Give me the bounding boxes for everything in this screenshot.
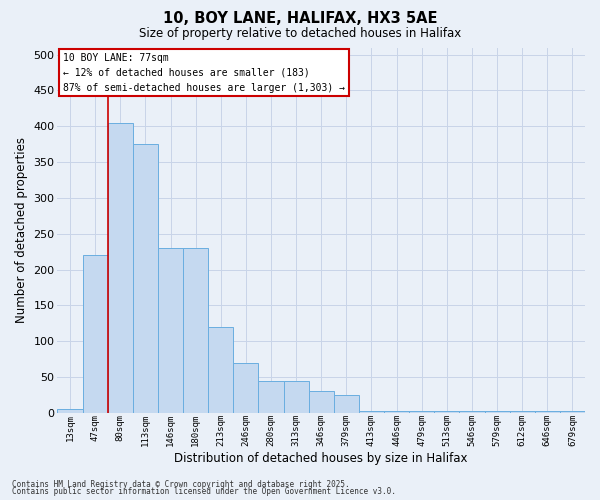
- Bar: [133, 144, 158, 413]
- Bar: [460, 410, 485, 413]
- Bar: [233, 362, 259, 413]
- Bar: [434, 410, 460, 413]
- X-axis label: Distribution of detached houses by size in Halifax: Distribution of detached houses by size …: [175, 452, 468, 465]
- Bar: [183, 248, 208, 413]
- Bar: [535, 410, 560, 413]
- Bar: [108, 122, 133, 413]
- Bar: [334, 395, 359, 413]
- Y-axis label: Number of detached properties: Number of detached properties: [15, 137, 28, 323]
- Bar: [509, 410, 535, 413]
- Bar: [560, 410, 585, 413]
- Text: 10, BOY LANE, HALIFAX, HX3 5AE: 10, BOY LANE, HALIFAX, HX3 5AE: [163, 11, 437, 26]
- Bar: [359, 410, 384, 413]
- Bar: [158, 248, 183, 413]
- Bar: [208, 327, 233, 413]
- Text: Size of property relative to detached houses in Halifax: Size of property relative to detached ho…: [139, 28, 461, 40]
- Bar: [409, 410, 434, 413]
- Text: Contains HM Land Registry data © Crown copyright and database right 2025.: Contains HM Land Registry data © Crown c…: [12, 480, 350, 489]
- Bar: [284, 380, 308, 413]
- Bar: [83, 255, 108, 413]
- Bar: [308, 392, 334, 413]
- Bar: [485, 410, 509, 413]
- Text: 10 BOY LANE: 77sqm
← 12% of detached houses are smaller (183)
87% of semi-detach: 10 BOY LANE: 77sqm ← 12% of detached hou…: [63, 53, 345, 92]
- Bar: [58, 409, 83, 413]
- Text: Contains public sector information licensed under the Open Government Licence v3: Contains public sector information licen…: [12, 487, 396, 496]
- Bar: [384, 410, 409, 413]
- Bar: [259, 380, 284, 413]
